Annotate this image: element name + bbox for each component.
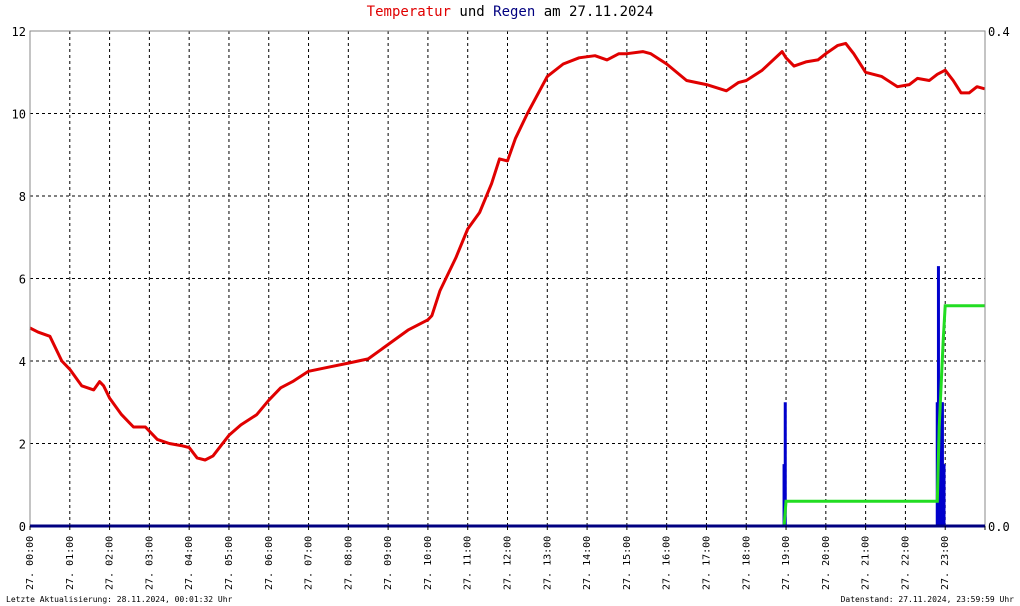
x-tick-label: 27. 11:00 — [463, 536, 474, 590]
grid — [30, 31, 985, 526]
x-tick-label: 27. 20:00 — [821, 536, 832, 590]
x-tick-label: 27. 13:00 — [542, 536, 553, 590]
y-tick-label: 2 — [19, 438, 26, 452]
x-tick-label: 27. 06:00 — [264, 536, 275, 590]
chart-title: Temperatur und Regen am 27.11.2024 — [0, 4, 1020, 20]
x-tick-label: 27. 09:00 — [383, 536, 394, 590]
x-tick-label: 27. 14:00 — [582, 536, 593, 590]
x-tick-label: 27. 15:00 — [622, 536, 633, 590]
x-tick-label: 27. 16:00 — [662, 536, 673, 590]
x-tick-label: 27. 18:00 — [741, 536, 752, 590]
y-tick-label: 12 — [12, 25, 26, 39]
x-tick-label: 27. 17:00 — [701, 536, 712, 590]
y-tick-label: 0 — [19, 520, 26, 534]
x-tick-label: 27. 12:00 — [503, 536, 514, 590]
footer-data-status: Datenstand: 27.11.2024, 23:59:59 Uhr — [840, 595, 1014, 604]
y-tick-label: 10 — [12, 108, 26, 122]
title-am: am — [543, 4, 561, 20]
axes — [29, 30, 986, 530]
title-and: und — [459, 4, 485, 20]
x-tick-label: 27. 22:00 — [900, 536, 911, 590]
rain-bar — [942, 464, 946, 526]
x-tick-label: 27. 00:00 — [25, 536, 36, 590]
x-tick-label: 27. 07:00 — [304, 536, 315, 590]
x-tick-label: 27. 08:00 — [343, 536, 354, 590]
x-tick-label: 27. 03:00 — [144, 536, 155, 590]
x-tick-label: 27. 23:00 — [940, 536, 951, 590]
x-tick-label: 27. 01:00 — [65, 536, 76, 590]
x-tick-label: 27. 10:00 — [423, 536, 434, 590]
rain-bar — [936, 266, 940, 526]
title-temperature: Temperatur — [366, 4, 451, 20]
x-tick-label: 27. 02:00 — [105, 536, 116, 590]
series-layer — [29, 41, 985, 528]
rain-bar — [783, 402, 787, 526]
y-tick-label: 6 — [19, 273, 26, 287]
title-date: 27.11.2024 — [569, 4, 654, 20]
tick-labels: 27. 00:00 27. 01:00 27. 02:00 27. 03:00 27. … — [12, 25, 1010, 590]
rain-bar — [940, 402, 944, 526]
y2-tick-label: 0.0 — [988, 520, 1010, 534]
title-rain: Regen — [493, 4, 536, 20]
y2-tick-label: 0.4 — [988, 25, 1010, 39]
x-tick-label: 27. 05:00 — [224, 536, 235, 590]
y-tick-label: 4 — [19, 355, 26, 369]
x-tick-label: 27. 19:00 — [781, 536, 792, 590]
x-tick-label: 27. 04:00 — [184, 536, 195, 590]
temperature-line — [29, 41, 985, 462]
footer-last-update: Letzte Aktualisierung: 28.11.2024, 00:01… — [6, 595, 233, 604]
rain-sum-line — [30, 304, 985, 528]
y-tick-label: 8 — [19, 190, 26, 204]
x-tick-label: 27. 21:00 — [861, 536, 872, 590]
